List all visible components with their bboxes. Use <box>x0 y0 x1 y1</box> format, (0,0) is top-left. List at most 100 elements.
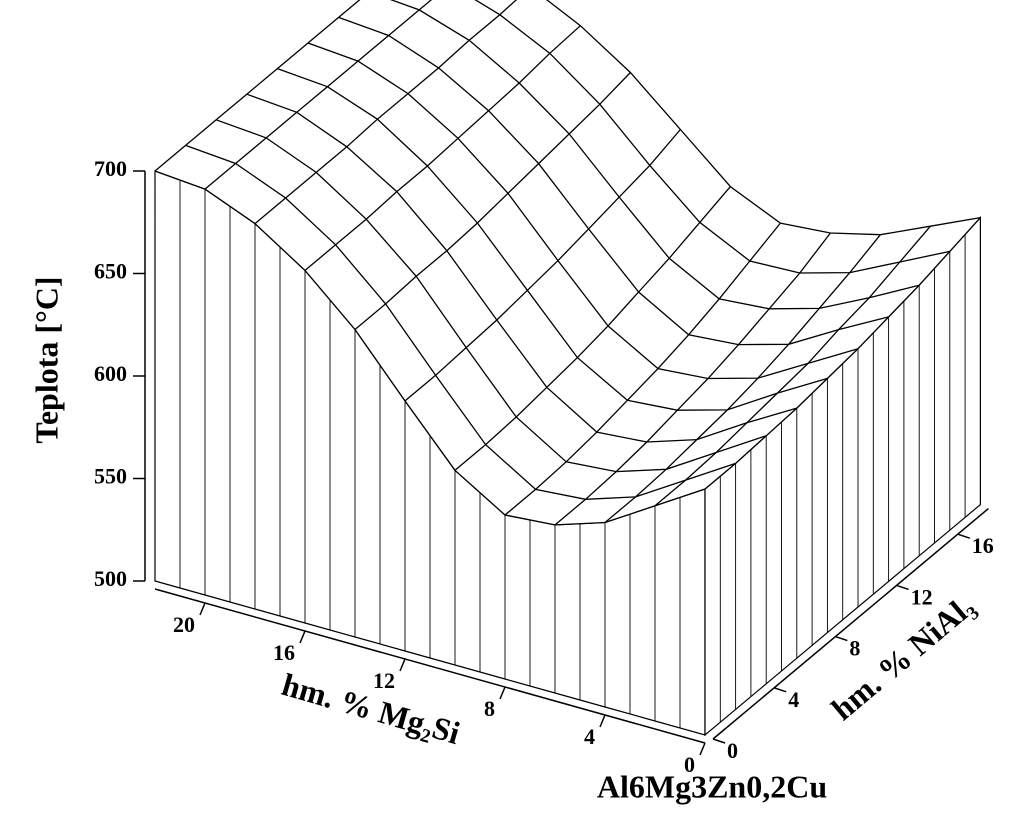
x-tick <box>699 742 706 756</box>
y-tick-label: 8 <box>849 636 860 661</box>
surface-patch <box>366 191 447 277</box>
surface-patch <box>296 86 378 147</box>
surface-patch <box>649 129 731 223</box>
surface-patch <box>549 25 631 105</box>
surface-patch <box>899 217 981 262</box>
x-tick-label: 12 <box>373 668 395 693</box>
surface-line <box>474 0 950 274</box>
z-axis-label: Teplota [°C] <box>28 276 64 443</box>
surface-patch <box>655 463 736 506</box>
surface-patch <box>569 104 650 198</box>
surface-patch <box>358 35 439 94</box>
surface-patch <box>255 198 336 271</box>
surface-patch <box>669 222 750 299</box>
surface-line <box>704 217 981 490</box>
surface-patch <box>627 368 708 411</box>
surface-patch <box>519 53 600 134</box>
surface-line <box>338 16 889 346</box>
surface-patch <box>666 422 747 470</box>
surface-line <box>215 119 767 473</box>
surface-patch <box>719 261 800 309</box>
surface-line <box>154 0 361 172</box>
surface-patch <box>619 165 700 259</box>
surface-line <box>604 234 881 523</box>
surface-line <box>389 0 920 310</box>
surface-patch <box>605 480 686 523</box>
surface-patch <box>808 316 889 364</box>
surface-line <box>185 144 736 500</box>
surface-patch <box>638 258 720 335</box>
surface-patch <box>788 297 870 345</box>
surface-patch <box>385 276 467 376</box>
surface-patch <box>405 375 486 471</box>
surface-patch <box>346 119 428 192</box>
surface-patch <box>205 163 286 224</box>
surface-patch <box>235 137 317 198</box>
y-tick-label: 4 <box>788 687 799 712</box>
y-axis <box>712 508 989 740</box>
y-tick-label: 16 <box>972 533 994 558</box>
y-tick <box>773 687 787 693</box>
x-tick <box>599 714 606 728</box>
surface-patch <box>646 409 728 442</box>
surface-patch <box>475 0 517 15</box>
surface-patch <box>419 0 500 41</box>
x-tick <box>499 686 506 700</box>
surface-patch <box>758 329 839 379</box>
x-tick-label: 20 <box>173 612 195 637</box>
surface-patch <box>566 432 647 472</box>
surface-line <box>354 72 631 330</box>
surface-patch <box>599 72 681 166</box>
surface-patch <box>777 348 858 394</box>
surface-patch <box>555 496 636 525</box>
surface-line <box>277 67 828 411</box>
surface-line <box>654 225 931 507</box>
surface-patch <box>685 435 767 481</box>
surface-line <box>304 25 581 271</box>
z-tick-label: 700 <box>94 156 127 181</box>
surface-patch <box>538 133 620 229</box>
surface-patch <box>727 363 808 410</box>
surface-patch <box>499 0 581 54</box>
surface-patch <box>849 226 931 273</box>
surface-patch <box>769 272 850 309</box>
surface-patch <box>535 461 617 500</box>
surface-line <box>204 0 433 190</box>
surface-patch <box>305 244 386 330</box>
y-tick <box>957 533 971 539</box>
surface-patch <box>488 83 570 164</box>
surface-line <box>154 170 706 526</box>
surface-patch <box>266 112 347 173</box>
surface-patch <box>699 186 781 261</box>
surface-patch <box>608 292 689 369</box>
z-tick-label: 500 <box>94 566 127 591</box>
x-tick-label: 8 <box>484 696 495 721</box>
z-tick-label: 550 <box>94 464 127 489</box>
y-tick-label: 12 <box>911 584 933 609</box>
surface-patch <box>799 233 881 273</box>
z-tick-label: 650 <box>94 259 127 284</box>
surface-patch <box>558 228 639 326</box>
surface-patch <box>458 110 539 194</box>
surface-patch <box>455 444 536 515</box>
surface-patch <box>635 452 717 497</box>
x-tick <box>299 630 306 644</box>
surface-line <box>504 222 781 516</box>
surface-patch <box>327 61 408 120</box>
surface-line <box>554 232 831 526</box>
surface-patch <box>577 325 658 401</box>
x-tick-label: 0 <box>684 752 695 777</box>
x-tick <box>399 658 406 672</box>
surface-patch <box>738 308 820 345</box>
z-tick-label: 600 <box>94 361 127 386</box>
surface-patch <box>446 223 528 320</box>
surface-patch <box>335 219 417 304</box>
surface-patch <box>546 357 628 433</box>
surface-patch <box>477 193 558 291</box>
surface-patch <box>285 172 367 245</box>
surface-patch <box>438 40 520 111</box>
surface-patch <box>696 393 778 440</box>
surface-patch <box>516 387 597 462</box>
surface-line <box>546 0 981 236</box>
y-tick-label: 0 <box>727 738 738 763</box>
